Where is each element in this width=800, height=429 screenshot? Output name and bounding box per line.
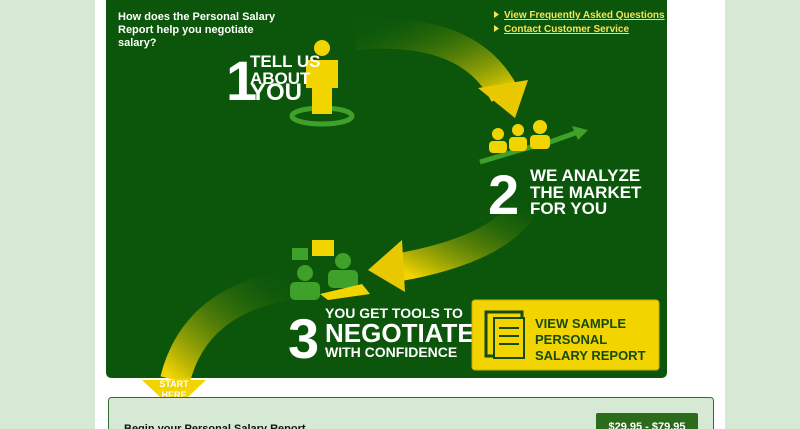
step-text: FOR YOU [530, 199, 607, 218]
button-text: SALARY REPORT [535, 348, 646, 363]
step-text: WE ANALYZE [530, 166, 640, 185]
trend-arrow-head [572, 126, 588, 140]
price-text: $29.95 - $79.95 [608, 421, 685, 429]
bullet [494, 25, 499, 32]
people-icon [489, 120, 550, 153]
step-text: YOU [250, 79, 302, 106]
sample-report-button[interactable]: VIEW SAMPLE PERSONAL SALARY REPORT [471, 299, 660, 371]
arrow-2-head [368, 240, 405, 292]
step-text: YOU GET TOOLS TO [325, 305, 463, 321]
arrow-2 [392, 197, 538, 282]
step-text: THE MARKET [530, 183, 642, 202]
start-arrow-head [142, 380, 206, 410]
negotiation-icon [290, 240, 370, 300]
arrow-1 [353, 18, 519, 103]
arrow-3 [160, 270, 293, 385]
question: salary? [118, 37, 157, 49]
faq-link[interactable]: View Frequently Asked Questions [504, 10, 665, 21]
step-text: NEGOTIATE [325, 318, 475, 348]
start-label: START [159, 379, 189, 389]
step-number: 1 [226, 49, 257, 112]
person-icon [314, 40, 330, 56]
step-text: ABOUT [250, 69, 311, 88]
order-box [108, 397, 714, 429]
question: Report help you negotiate [118, 24, 254, 36]
step-text: WITH CONFIDENCE [325, 344, 457, 360]
button-text: PERSONAL [535, 332, 607, 347]
button-text: VIEW SAMPLE [535, 316, 626, 331]
arrow-1-head [478, 80, 528, 118]
step-number: 3 [288, 307, 319, 370]
step-text: TELL US [250, 52, 321, 71]
step-number: 2 [488, 163, 519, 226]
order-text: Begin your Personal Salary Report [124, 423, 306, 429]
bullet [494, 11, 499, 18]
person-icon [306, 60, 338, 114]
price-button[interactable]: $29.95 - $79.95 [596, 413, 698, 429]
question: How does the Personal Salary [118, 11, 276, 23]
start-label: HERE [161, 390, 186, 400]
contact-link[interactable]: Contact Customer Service [504, 24, 629, 35]
